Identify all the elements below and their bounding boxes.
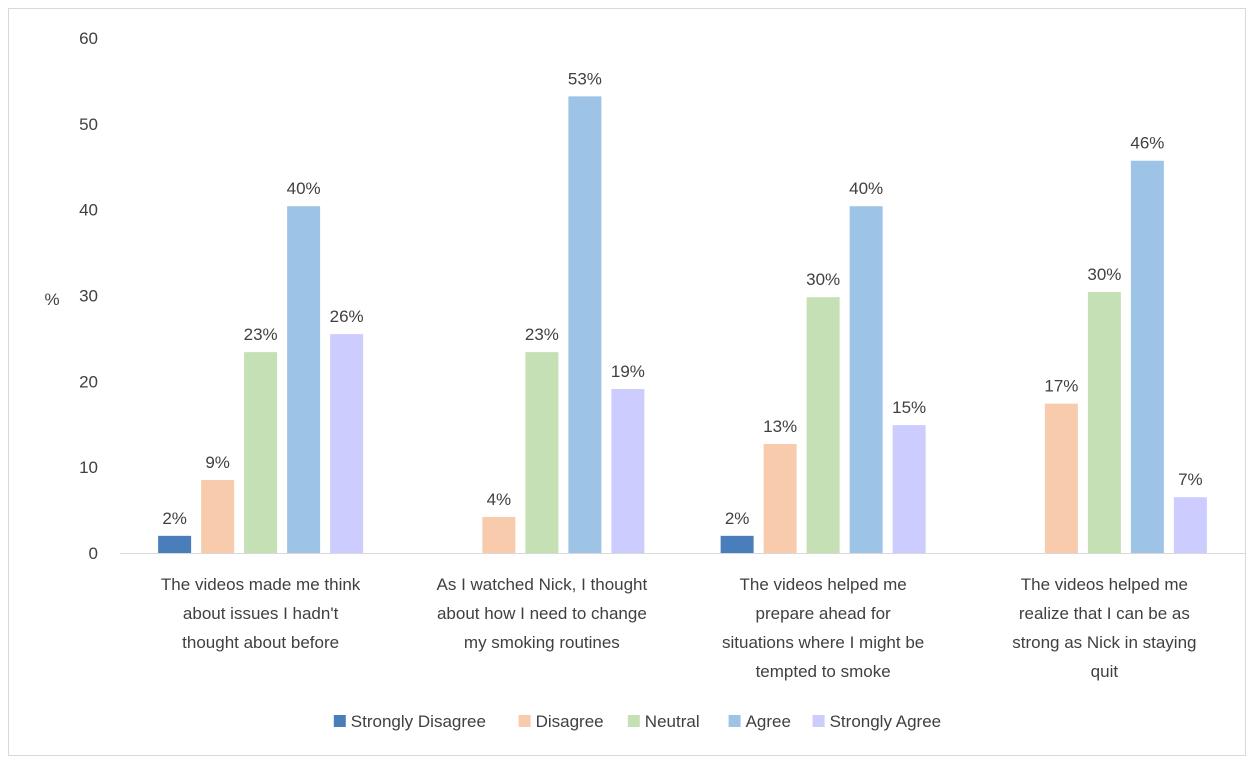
bar xyxy=(1173,497,1207,553)
legend-label: Strongly Disagree xyxy=(351,712,486,731)
data-label: 30% xyxy=(806,270,840,289)
bar xyxy=(525,352,559,553)
data-label: 23% xyxy=(525,325,559,344)
x-category-label: tempted to smoke xyxy=(756,662,891,681)
legend-label: Disagree xyxy=(536,712,604,731)
legend-swatch xyxy=(627,715,640,727)
y-tick-label: 0 xyxy=(89,544,98,563)
data-label: 46% xyxy=(1130,134,1164,153)
x-category-label: The videos helped me xyxy=(739,575,906,594)
legend-label: Strongly Agree xyxy=(830,712,942,731)
data-label: 40% xyxy=(287,179,321,198)
data-label: 2% xyxy=(162,509,187,528)
bar xyxy=(763,443,797,553)
bar xyxy=(158,535,192,553)
bar xyxy=(892,425,926,553)
bar xyxy=(482,516,516,553)
data-label: 9% xyxy=(205,453,230,472)
x-category-label: thought about before xyxy=(182,633,339,652)
legend-swatch xyxy=(333,715,346,727)
legend-swatch xyxy=(518,715,531,727)
x-category-label: realize that I can be as xyxy=(1019,604,1190,623)
y-tick-label: 60 xyxy=(79,29,98,48)
x-category-label: prepare ahead for xyxy=(756,604,891,623)
data-label: 26% xyxy=(330,307,364,326)
x-category-label: quit xyxy=(1091,662,1119,681)
y-tick-label: 40 xyxy=(79,201,98,220)
bar xyxy=(244,352,278,553)
bar xyxy=(1087,292,1121,553)
chart-frame xyxy=(8,8,1246,756)
x-category-label: my smoking routines xyxy=(464,633,620,652)
x-category-label: The videos made me think xyxy=(161,575,361,594)
y-axis-label: % xyxy=(44,290,59,309)
data-label: 30% xyxy=(1087,265,1121,284)
x-category-label: about how I need to change xyxy=(437,604,647,623)
data-label: 13% xyxy=(763,417,797,436)
x-category-label: about issues I hadn't xyxy=(183,604,339,623)
legend-label: Agree xyxy=(746,712,791,731)
y-tick-label: 20 xyxy=(79,372,98,391)
data-label: 23% xyxy=(244,325,278,344)
bar xyxy=(1044,403,1078,553)
bar xyxy=(720,535,754,553)
data-label: 2% xyxy=(725,509,750,528)
x-category-label: The videos helped me xyxy=(1021,575,1188,594)
data-label: 4% xyxy=(487,490,512,509)
data-label: 19% xyxy=(611,362,645,381)
x-category-label: As I watched Nick, I thought xyxy=(437,575,648,594)
data-label: 17% xyxy=(1044,377,1078,396)
x-category-label: strong as Nick in staying xyxy=(1012,633,1196,652)
data-label: 40% xyxy=(849,179,883,198)
y-tick-label: 50 xyxy=(79,115,98,134)
legend-swatch xyxy=(812,715,825,727)
legend-swatch xyxy=(728,715,741,727)
bar xyxy=(611,389,645,553)
data-label: 53% xyxy=(568,69,602,88)
bar xyxy=(201,480,235,553)
data-label: 15% xyxy=(892,398,926,417)
bar xyxy=(806,297,840,553)
data-label: 7% xyxy=(1178,470,1203,489)
legend-label: Neutral xyxy=(645,712,700,731)
y-tick-label: 30 xyxy=(79,287,98,306)
bar xyxy=(330,334,364,553)
x-category-label: situations where I might be xyxy=(722,633,924,652)
bar xyxy=(849,206,883,553)
bar xyxy=(287,206,321,553)
bar xyxy=(1130,160,1164,553)
bar xyxy=(568,96,602,553)
y-tick-label: 10 xyxy=(79,458,98,477)
